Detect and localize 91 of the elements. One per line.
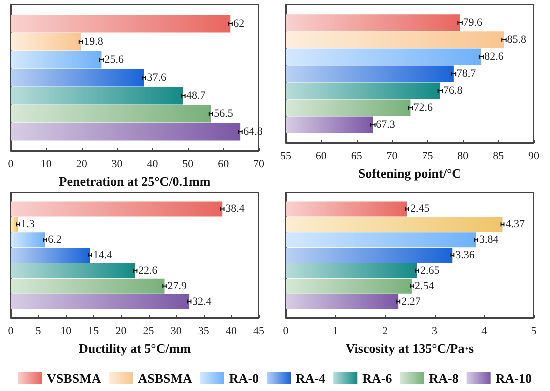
data-label: 82.6 bbox=[484, 50, 504, 63]
legend-label: RA-4 bbox=[296, 371, 326, 386]
data-label: 2.65 bbox=[420, 264, 440, 277]
bar bbox=[286, 217, 503, 232]
bar bbox=[11, 294, 190, 310]
data-label: 25.6 bbox=[104, 54, 124, 66]
bar bbox=[11, 248, 90, 263]
x-tick-label: 45 bbox=[254, 326, 265, 338]
x-tick-label: 1 bbox=[332, 326, 338, 338]
x-axis-title: Viscosity at 135°C/Pa·s bbox=[346, 341, 474, 356]
x-tick-label: 90 bbox=[528, 150, 540, 162]
bar bbox=[286, 278, 412, 294]
data-label: 32.4 bbox=[192, 296, 212, 308]
bar bbox=[11, 202, 223, 217]
legend-label: VSBSMA bbox=[47, 371, 102, 386]
x-axis-title: Ductility at 5°C/mm bbox=[78, 341, 192, 356]
bar bbox=[286, 232, 476, 248]
x-tick-label: 40 bbox=[147, 158, 159, 170]
x-tick-label: 15 bbox=[88, 326, 100, 338]
bar bbox=[11, 278, 165, 294]
bar bbox=[11, 232, 46, 248]
x-tick-label: 0 bbox=[8, 158, 14, 170]
x-tick-label: 0 bbox=[283, 326, 290, 338]
x-tick-label: 10 bbox=[40, 158, 52, 170]
data-label: 27.9 bbox=[168, 280, 188, 292]
x-axis-title: Penetration at 25°C/0.1mm bbox=[59, 174, 211, 189]
x-tick-label: 35 bbox=[198, 326, 210, 338]
data-label: 72.6 bbox=[414, 102, 434, 114]
bar bbox=[286, 294, 399, 310]
bar bbox=[286, 248, 453, 263]
data-label: 79.6 bbox=[463, 16, 484, 29]
x-tick-label: 4 bbox=[482, 326, 488, 338]
data-label: 2.27 bbox=[402, 296, 422, 308]
legend-label: RA-6 bbox=[362, 371, 393, 386]
x-axis-title: Softening point/°C bbox=[358, 166, 462, 181]
data-label: 76.8 bbox=[443, 85, 464, 98]
data-label: 1.3 bbox=[21, 218, 36, 231]
bar bbox=[11, 15, 231, 33]
data-label: 67.3 bbox=[376, 119, 396, 132]
data-label: 85.8 bbox=[507, 34, 527, 46]
bar bbox=[11, 123, 241, 141]
data-label: 48.7 bbox=[186, 90, 206, 102]
data-label: 2.45 bbox=[410, 203, 430, 216]
bar bbox=[11, 33, 82, 51]
bar bbox=[286, 202, 408, 217]
x-tick-label: 0 bbox=[8, 326, 14, 338]
data-label: 3.84 bbox=[479, 234, 500, 246]
x-tick-label: 70 bbox=[386, 150, 398, 162]
x-tick-label: 40 bbox=[226, 326, 238, 338]
x-tick-label: 20 bbox=[116, 326, 128, 338]
bar bbox=[11, 51, 102, 69]
x-tick-label: 2 bbox=[382, 326, 388, 338]
x-tick-label: 80 bbox=[458, 150, 470, 162]
data-label: 14.4 bbox=[93, 250, 114, 262]
data-label: 4.37 bbox=[506, 218, 526, 231]
data-label: 37.6 bbox=[147, 72, 167, 84]
x-tick-label: 3 bbox=[432, 326, 438, 338]
x-tick-label: 60 bbox=[316, 150, 328, 162]
x-tick-label: 5 bbox=[531, 326, 538, 338]
data-label: 62 bbox=[234, 18, 245, 30]
data-label: 22.6 bbox=[138, 264, 158, 277]
data-label: 6.2 bbox=[48, 234, 62, 246]
x-tick-label: 65 bbox=[351, 150, 363, 162]
x-tick-label: 10 bbox=[60, 326, 72, 338]
x-tick-label: 30 bbox=[112, 158, 124, 170]
x-tick-label: 70 bbox=[254, 158, 265, 170]
data-label: 78.7 bbox=[456, 68, 477, 80]
x-tick-label: 55 bbox=[280, 150, 292, 162]
bar bbox=[286, 263, 418, 278]
legend-label: RA-0 bbox=[229, 371, 260, 386]
bar bbox=[11, 87, 184, 105]
data-label: 3.36 bbox=[456, 250, 476, 262]
data-label: 56.5 bbox=[214, 108, 234, 120]
bar bbox=[11, 69, 144, 87]
x-tick-label: 20 bbox=[76, 158, 88, 170]
bar bbox=[11, 105, 212, 123]
data-label: 2.54 bbox=[414, 280, 435, 292]
x-tick-label: 60 bbox=[218, 158, 230, 170]
x-tick-label: 5 bbox=[36, 326, 42, 338]
data-label: 38.4 bbox=[226, 203, 246, 216]
x-tick-label: 50 bbox=[182, 158, 194, 170]
x-tick-label: 25 bbox=[143, 326, 155, 338]
x-tick-label: 30 bbox=[170, 326, 182, 338]
bar bbox=[11, 217, 18, 232]
x-tick-label: 75 bbox=[422, 150, 434, 162]
bar bbox=[11, 263, 136, 278]
data-label: 19.8 bbox=[84, 36, 104, 48]
legend-label: ASBSMA bbox=[138, 371, 194, 386]
legend-label: RA-10 bbox=[496, 371, 532, 386]
legend-label: RA-8 bbox=[429, 371, 460, 386]
x-tick-label: 85 bbox=[493, 150, 505, 162]
